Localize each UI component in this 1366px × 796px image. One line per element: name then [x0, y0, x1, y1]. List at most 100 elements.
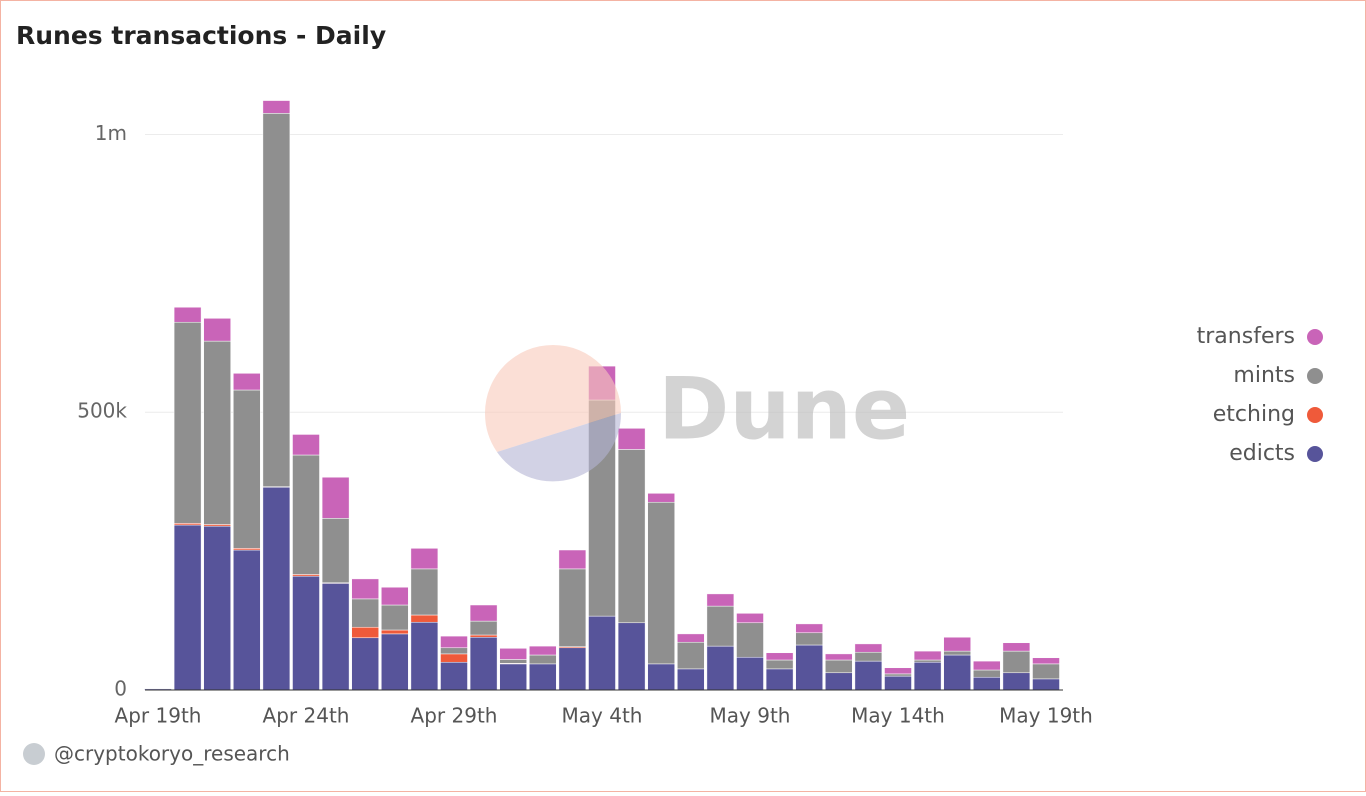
- legend-marker: [1307, 368, 1323, 384]
- bar-segment: [736, 622, 764, 658]
- bar-segment: [410, 621, 439, 691]
- bar-segment: [617, 622, 646, 691]
- bar-segment: [381, 629, 409, 635]
- bar-segment: [262, 486, 291, 691]
- bar-segment: [381, 586, 409, 606]
- x-tick-label: May 14th: [851, 704, 945, 728]
- legend-label: transfers: [1197, 324, 1295, 349]
- bar-segment: [973, 660, 1001, 671]
- watermark: Dune: [658, 359, 910, 459]
- bar-segment: [262, 113, 291, 487]
- bar-segment: [499, 663, 527, 691]
- bar-segment: [203, 318, 231, 342]
- x-tick-label: Apr 24th: [263, 704, 350, 728]
- bar-segment: [233, 549, 261, 691]
- bar-segment: [469, 634, 498, 638]
- bar-segment: [292, 454, 320, 575]
- y-tick-label: 1m: [95, 121, 127, 145]
- bar-segment: [854, 651, 883, 662]
- bar-segment: [558, 549, 587, 570]
- bar-segment: [677, 633, 705, 643]
- bar-segment: [351, 637, 379, 691]
- bar-segment: [440, 635, 468, 649]
- bar-segment: [943, 636, 971, 652]
- bar-segment: [292, 574, 320, 577]
- bar-segment: [825, 672, 853, 691]
- legend-label: etching: [1213, 402, 1295, 427]
- legend-marker: [1307, 446, 1323, 462]
- watermark-logo: [497, 413, 622, 482]
- bar-segment: [351, 598, 379, 628]
- bar-segment: [884, 667, 912, 675]
- bar-segment: [203, 340, 231, 525]
- bar-segment: [617, 449, 646, 624]
- bar-segment: [736, 656, 764, 691]
- bar-segment: [440, 661, 468, 691]
- bar-segment: [795, 644, 823, 691]
- bar-segment: [943, 650, 971, 656]
- bar-segment: [558, 568, 587, 647]
- bar-segment: [321, 583, 350, 691]
- bar-segment: [677, 641, 705, 670]
- bar-segment: [617, 428, 646, 450]
- bar-segment: [173, 524, 202, 691]
- bar-segment: [825, 653, 853, 661]
- bar-segment: [677, 668, 705, 691]
- bar-segment: [647, 663, 675, 691]
- bar-segment: [1002, 672, 1031, 691]
- bar-segment: [706, 645, 735, 691]
- bar-segment: [973, 669, 1001, 678]
- bar-segment: [588, 615, 616, 691]
- bar-segment: [499, 648, 527, 660]
- bar-segment: [1002, 642, 1031, 652]
- bar-segment: [381, 633, 409, 691]
- bar-segment: [529, 654, 557, 665]
- credit: @cryptokoryo_research: [54, 742, 290, 766]
- bar-segment: [913, 650, 942, 661]
- bar-segment: [825, 659, 853, 674]
- bar-segment: [173, 321, 202, 524]
- x-tick-label: May 9th: [710, 704, 791, 728]
- bar-segment: [233, 373, 261, 391]
- watermark-logo: [484, 345, 621, 452]
- bar-segment: [351, 578, 379, 600]
- bar-segment: [558, 647, 587, 691]
- bar-segment: [321, 518, 350, 584]
- bar-segment: [469, 636, 498, 691]
- bar-segment: [1032, 657, 1060, 665]
- legend-marker: [1307, 407, 1323, 423]
- bar-segment: [854, 643, 883, 653]
- bar-segment: [913, 661, 942, 691]
- bar-segment: [233, 389, 261, 549]
- bar-segment: [440, 653, 468, 663]
- bar-segment: [262, 100, 291, 114]
- bar-segment: [529, 645, 557, 656]
- bar-segment: [765, 659, 794, 670]
- bar-segment: [499, 659, 527, 664]
- bar-segment: [884, 673, 912, 677]
- bar-segment: [647, 501, 675, 665]
- bar-segment: [529, 663, 557, 691]
- bar-segment: [706, 593, 735, 607]
- bar-segment: [351, 626, 379, 639]
- bar-segment: [884, 675, 912, 691]
- bar-segment: [795, 623, 823, 634]
- bar-segment: [854, 660, 883, 691]
- bar-segment: [292, 575, 320, 691]
- y-tick-label: 0: [114, 677, 127, 701]
- bar-segment: [706, 605, 735, 647]
- bar-segment: [292, 434, 320, 456]
- x-tick-label: Apr 19th: [115, 704, 202, 728]
- bar-segment: [1032, 678, 1060, 691]
- bar-segment: [203, 525, 231, 691]
- chart-title: Runes transactions - Daily: [16, 21, 386, 50]
- bar-segment: [1032, 663, 1060, 680]
- bar-segment: [1002, 650, 1031, 674]
- bar-segment: [765, 668, 794, 691]
- bar-segment: [469, 604, 498, 622]
- bar-segment: [381, 604, 409, 631]
- x-tick-label: May 4th: [562, 704, 643, 728]
- bar-segment: [736, 613, 764, 624]
- bar-segment: [321, 476, 350, 519]
